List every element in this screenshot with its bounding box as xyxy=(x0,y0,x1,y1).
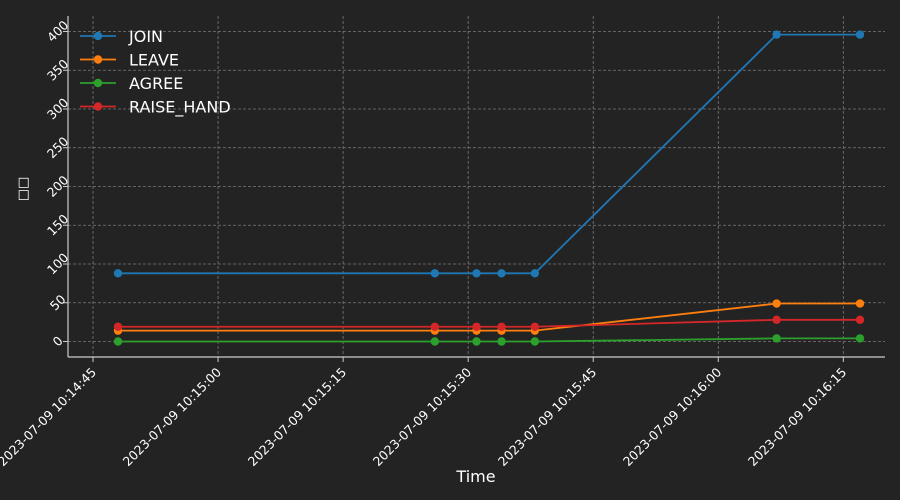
legend: JOIN LEAVE AGREE RAISE_HAND xyxy=(80,27,231,118)
data-point-join xyxy=(497,269,506,278)
legend-label-join: JOIN xyxy=(128,27,163,46)
data-point-raise-hand xyxy=(113,322,123,331)
series-line-raise-hand xyxy=(118,318,860,328)
data-point-leave xyxy=(855,299,865,308)
y-tick-label: 150 xyxy=(44,211,72,239)
data-point-raise-hand xyxy=(530,322,540,331)
data-point-join xyxy=(772,30,781,39)
y-tick-label: 250 xyxy=(44,134,72,162)
x-tick-label: 2023-07-09 10:15:15 xyxy=(245,365,349,469)
data-point-join xyxy=(855,30,865,39)
data-point-join xyxy=(430,269,440,278)
legend-marker-raise-hand xyxy=(93,102,103,111)
y-tick-label: 350 xyxy=(44,56,72,84)
legend-label-raise-hand: RAISE_HAND xyxy=(129,98,231,118)
data-point-join xyxy=(472,269,481,278)
data-point-agree xyxy=(772,334,781,343)
x-tick-label: 2023-07-09 10:15:45 xyxy=(495,365,599,469)
data-point-raise-hand xyxy=(855,315,865,324)
x-tick-label: 2023-07-09 10:15:00 xyxy=(120,364,225,469)
legend-marker-leave xyxy=(93,55,103,64)
data-point-raise-hand xyxy=(772,315,781,324)
x-tick-label: 2023-07-09 10:16:00 xyxy=(620,364,725,469)
data-point-agree xyxy=(530,337,540,346)
x-axis-label: Time xyxy=(455,467,495,486)
data-point-raise-hand xyxy=(497,322,506,331)
legend-marker-agree xyxy=(93,78,103,88)
data-point-agree xyxy=(855,334,865,343)
y-tick-label: 100 xyxy=(44,250,72,278)
data-point-agree xyxy=(113,337,123,346)
y-tick-label: 400 xyxy=(44,17,72,45)
data-point-join xyxy=(113,269,123,278)
x-tick-label: 2023-07-09 10:14:45 xyxy=(0,365,99,469)
data-point-agree xyxy=(497,337,506,346)
y-axis-label: □□ xyxy=(16,177,31,202)
series-line-agree xyxy=(118,337,860,343)
y-tick-label: 200 xyxy=(44,172,72,200)
legend-label-agree: AGREE xyxy=(129,74,183,93)
y-tick-label: 50 xyxy=(47,291,69,313)
x-tick-label: 2023-07-09 10:15:30 xyxy=(370,364,475,469)
legend-marker-join xyxy=(93,31,103,41)
data-point-raise-hand xyxy=(430,322,440,331)
data-point-agree xyxy=(430,337,440,346)
legend-label-leave: LEAVE xyxy=(129,51,179,70)
y-tick-label: 300 xyxy=(44,95,72,123)
data-point-agree xyxy=(472,337,481,346)
data-point-join xyxy=(530,269,540,278)
data-point-raise-hand xyxy=(472,322,481,331)
x-tick-label: 2023-07-09 10:16:15 xyxy=(745,365,849,469)
series xyxy=(113,30,865,346)
grid xyxy=(68,16,885,357)
data-point-leave xyxy=(772,299,781,308)
